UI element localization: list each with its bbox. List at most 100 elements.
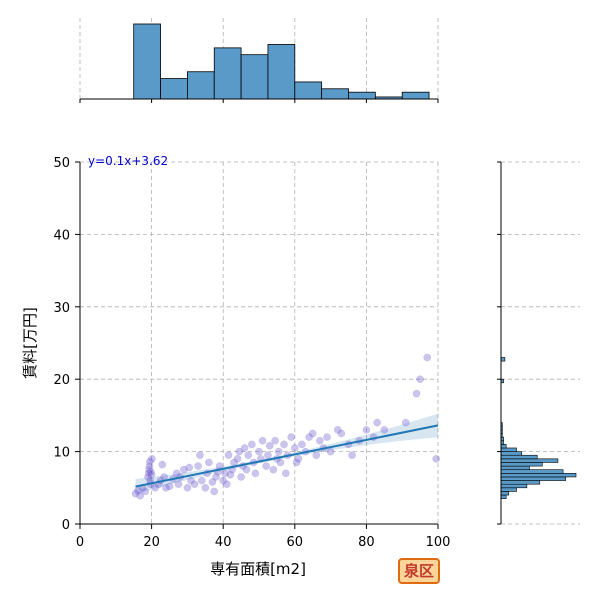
scatter-point <box>316 436 324 445</box>
scatter-point <box>235 447 244 456</box>
scatter-point <box>282 469 290 478</box>
scatter-point <box>244 451 253 460</box>
scatter-point <box>337 429 346 438</box>
scatter-point <box>183 483 192 492</box>
x-tick-label: 40 <box>215 535 232 550</box>
right-hist-bar <box>500 465 530 470</box>
top-hist-bar <box>294 81 323 100</box>
top-hist-bar <box>240 54 269 100</box>
scatter-point <box>190 480 199 489</box>
scatter-point <box>148 454 156 463</box>
scatter-point <box>145 462 154 470</box>
scatter-point <box>274 447 283 456</box>
x-tick-label: 100 <box>426 535 451 550</box>
scatter-point <box>269 465 278 474</box>
region-badge: 泉区 <box>398 558 440 584</box>
regression-ci-band <box>135 413 439 495</box>
scatter-point <box>145 465 153 474</box>
scatter-point <box>432 454 441 463</box>
scatter-point <box>237 473 245 481</box>
scatter-point <box>264 451 272 460</box>
top-hist-bar <box>401 91 430 100</box>
scatter-point <box>380 426 389 434</box>
scatter-point <box>145 457 154 466</box>
right-hist-bar <box>500 462 543 467</box>
scatter-point <box>147 468 155 476</box>
scatter-point <box>412 389 421 398</box>
scatter-point <box>222 480 231 489</box>
right-hist-bar <box>500 447 517 452</box>
y-axis-title: 賃料[万円] <box>21 307 39 379</box>
scatter-point <box>401 418 410 427</box>
scatter-point <box>205 458 213 467</box>
scatter-point <box>221 469 229 478</box>
scatter-point <box>362 426 371 434</box>
regression-equation: y=0.1x+3.62 <box>88 154 168 168</box>
scatter-point <box>280 440 288 449</box>
right-hist-bar <box>500 487 517 492</box>
scatter-point <box>201 483 210 492</box>
scatter-point <box>212 473 220 481</box>
scatter-point <box>196 451 204 460</box>
right-histogram <box>497 161 580 525</box>
right-hist-bar <box>500 458 559 463</box>
main-axes: 0 20 40 60 80 100 0 10 20 30 40 50 <box>53 156 450 550</box>
right-hist-bar <box>500 454 538 460</box>
scatter-point <box>287 433 296 441</box>
y-tick-label: 20 <box>53 373 70 388</box>
right-hist-bar <box>500 491 510 496</box>
top-hist-bar <box>133 23 161 100</box>
right-hist-bar <box>500 473 577 478</box>
x-tick-label: 80 <box>358 535 375 550</box>
scatter-point <box>224 451 233 460</box>
y-tick-label: 10 <box>53 446 70 461</box>
main-grid <box>79 161 439 525</box>
scatter-point <box>333 426 342 434</box>
scatter-point <box>151 483 160 492</box>
scatter-point <box>197 476 206 485</box>
scatter-point <box>233 454 242 463</box>
top-hist-bar <box>186 71 215 100</box>
scatter-point <box>240 444 249 452</box>
x-tick-label: 0 <box>76 535 84 550</box>
right-hist-bar <box>500 483 528 489</box>
scatter-point <box>292 458 301 467</box>
scatter-point <box>208 478 217 486</box>
y-tick-label: 0 <box>62 518 70 533</box>
regression-line-group <box>135 424 439 488</box>
top-hist-bar <box>160 78 188 100</box>
x-tick-label: 20 <box>143 535 160 550</box>
scatter-point <box>131 489 140 498</box>
top-histogram <box>79 18 439 103</box>
y-tick-label: 40 <box>53 228 70 243</box>
scatter-point <box>276 458 285 467</box>
scatter-point <box>247 440 256 449</box>
scatter-point <box>147 470 156 479</box>
scatter-point <box>162 483 170 492</box>
scatter-point <box>308 429 317 438</box>
scatter-point <box>262 462 271 470</box>
scatter-point <box>373 418 381 427</box>
scatter-point <box>423 353 432 362</box>
scatter-point <box>294 454 303 463</box>
right-hist-bar <box>500 451 522 456</box>
scatter-point <box>134 486 142 495</box>
scatter-point <box>187 476 195 485</box>
x-axis-title: 専有面積[m2] <box>210 560 306 578</box>
y-tick-label: 30 <box>53 301 70 316</box>
regression-line <box>135 424 439 488</box>
scatter-point <box>226 470 235 479</box>
scatter-point <box>165 482 174 491</box>
scatter-point <box>326 447 335 456</box>
top-hist-bar <box>348 91 376 100</box>
right-hist-bar <box>500 469 564 474</box>
scatter-point <box>144 473 152 481</box>
right-hist-bar <box>500 357 506 362</box>
scatter-point <box>136 491 144 500</box>
scatter-point <box>194 462 202 470</box>
scatter-point <box>255 447 263 456</box>
scatter-point <box>416 375 424 384</box>
y-tick-label: 50 <box>53 156 70 171</box>
